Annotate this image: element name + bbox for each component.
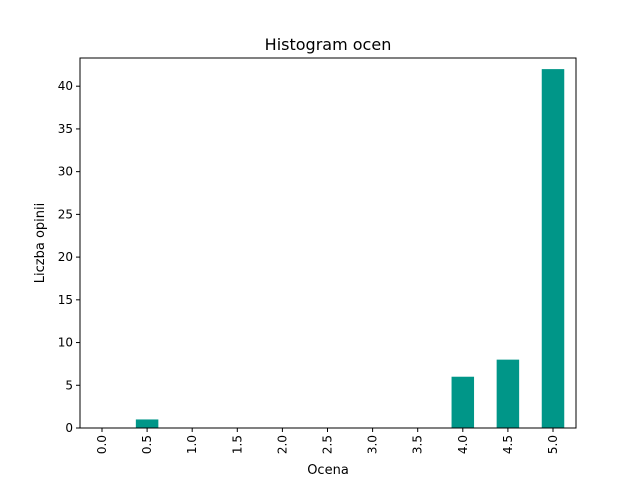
x-tick-label: 2.0 [275,435,289,454]
x-tick-label: 3.0 [366,435,380,454]
y-tick-label: 25 [58,207,73,221]
x-tick-label: 0.5 [140,435,154,454]
x-axis-ticks: 0.0 0.5 1.0 1.5 2.0 2.5 3.0 3.5 4.0 4.5 5.0 [95,428,560,454]
bars-group [135,69,565,429]
y-tick-label: 35 [58,122,73,136]
x-tick-label: 1.0 [185,435,199,454]
y-tick-label: 30 [58,165,73,179]
x-tick-label: 4.5 [501,435,515,454]
y-axis-label: Liczba opinii [33,203,48,283]
x-tick-label: 2.5 [321,435,335,454]
bar-0.5 [135,419,159,428]
y-tick-label: 40 [58,79,73,93]
x-tick-label: 4.0 [456,435,470,454]
y-tick-label: 5 [65,378,73,392]
bar-4.5 [496,359,520,428]
x-tick-label: 3.5 [411,435,425,454]
x-axis-label: Ocena [307,463,349,478]
plot-area-frame [79,57,577,429]
y-tick-label: 20 [58,250,73,264]
y-tick-label: 15 [58,293,73,307]
y-tick-label: 0 [65,421,73,435]
y-tick-label: 10 [58,336,73,350]
x-tick-label: 5.0 [546,435,560,454]
bar-5.0 [541,69,565,429]
chart-title: Histogram ocen [265,35,392,54]
x-tick-label: 0.0 [95,435,109,454]
y-axis-ticks: 0 5 10 15 20 25 30 35 40 [58,79,80,435]
bar-4.0 [451,376,475,428]
x-tick-label: 1.5 [230,435,244,454]
